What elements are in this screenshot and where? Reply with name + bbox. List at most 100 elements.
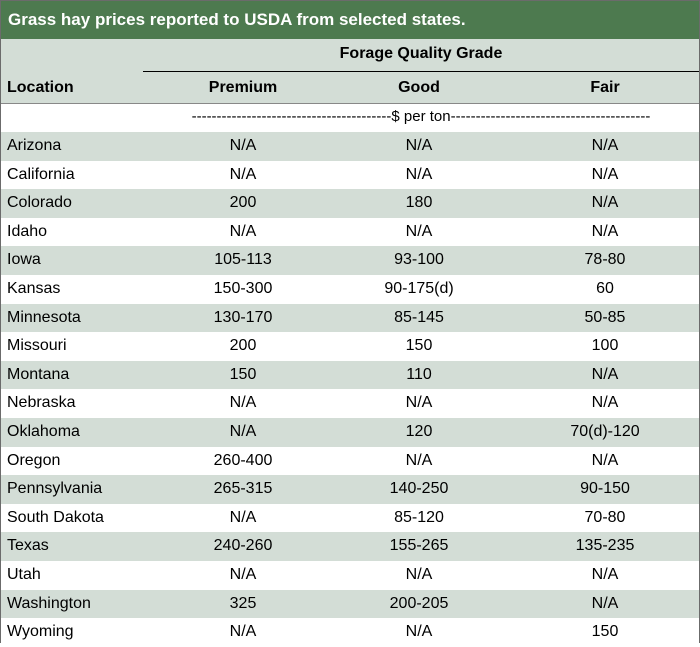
good-cell: 140-250 [389, 480, 449, 498]
fair-cell: 60 [596, 279, 614, 297]
fair-cell: N/A [591, 451, 619, 469]
table-row: Oklahoma N/A 120 70(d)-120 [1, 417, 699, 447]
table-row: Kansas 150-300 90-175(d) 60 [1, 274, 699, 304]
premium-cell: N/A [229, 165, 257, 183]
premium-cell: 325 [229, 594, 257, 612]
location-cell: Washington [7, 594, 91, 612]
premium-cell: N/A [229, 394, 257, 412]
group-underline [143, 71, 699, 72]
unit-row: ----------------------------------------… [1, 103, 699, 132]
fair-cell: 70(d)-120 [570, 422, 640, 440]
table-row: Utah N/A N/A N/A [1, 560, 699, 590]
table-row: Oregon 260-400 N/A N/A [1, 446, 699, 476]
location-cell: Oregon [7, 451, 61, 469]
good-cell: 180 [405, 194, 433, 212]
good-cell: 85-120 [394, 508, 444, 526]
table-row: Washington 325 200-205 N/A [1, 589, 699, 619]
good-cell: 120 [405, 422, 433, 440]
table-row: South Dakota N/A 85-120 70-80 [1, 503, 699, 533]
table-header: Forage Quality Grade Location Premium Go… [1, 39, 699, 103]
table-title: Grass hay prices reported to USDA from s… [1, 1, 699, 39]
good-cell: N/A [405, 623, 433, 641]
location-cell: Colorado [7, 194, 72, 212]
fair-cell: N/A [591, 365, 619, 383]
premium-cell: 150-300 [213, 279, 273, 297]
location-cell: South Dakota [7, 508, 104, 526]
fair-cell: N/A [591, 394, 619, 412]
premium-cell: N/A [229, 422, 257, 440]
good-cell: 85-145 [394, 308, 444, 326]
table-body: Arizona N/A N/A N/A California N/A N/A N/A Color… [1, 132, 699, 647]
column-header-location: Location [7, 79, 74, 96]
table-row: Nebraska N/A N/A N/A [1, 389, 699, 418]
table-row: Minnesota 130-170 85-145 50-85 [1, 303, 699, 333]
premium-cell: 260-400 [213, 451, 273, 469]
good-cell: 110 [406, 365, 432, 383]
table-row: Pennsylvania 265-315 140-250 90-150 [1, 475, 699, 504]
fair-cell: 90-150 [580, 480, 630, 498]
premium-cell: 265-315 [213, 480, 273, 498]
column-header-good: Good [398, 79, 440, 96]
fair-cell: 150 [591, 623, 619, 641]
good-cell: 93-100 [394, 251, 444, 269]
location-cell: Nebraska [7, 394, 76, 412]
location-cell: Iowa [7, 251, 41, 269]
location-cell: Utah [7, 565, 41, 583]
premium-cell: N/A [229, 565, 257, 583]
table-row: Idaho N/A N/A N/A [1, 217, 699, 247]
column-header-premium: Premium [208, 79, 278, 96]
fair-cell: 135-235 [575, 537, 635, 555]
group-header: Forage Quality Grade [339, 45, 503, 62]
good-cell: N/A [405, 222, 433, 240]
premium-cell: 200 [229, 337, 257, 355]
good-cell: 155-265 [389, 537, 449, 555]
location-cell: Kansas [7, 279, 61, 297]
good-cell: N/A [405, 165, 433, 183]
premium-cell: 240-260 [213, 537, 273, 555]
location-cell: Wyoming [7, 623, 74, 641]
table-row: Missouri 200 150 100 [1, 332, 699, 361]
premium-cell: N/A [229, 623, 257, 641]
unit-label: ----------------------------------------… [191, 108, 651, 125]
fair-cell: 70-80 [584, 508, 626, 526]
fair-cell: N/A [591, 194, 619, 212]
premium-cell: N/A [229, 508, 257, 526]
fair-cell: 78-80 [584, 251, 626, 269]
location-cell: Idaho [7, 222, 48, 240]
premium-cell: N/A [229, 222, 257, 240]
table-row: Wyoming N/A N/A 150 [1, 618, 699, 647]
premium-cell: 150 [229, 365, 257, 383]
table-row: Iowa 105-113 93-100 78-80 [1, 246, 699, 275]
location-cell: Minnesota [7, 308, 81, 326]
premium-cell: N/A [229, 137, 257, 154]
good-cell: N/A [405, 394, 433, 412]
location-cell: Missouri [7, 337, 67, 355]
good-cell: 150 [405, 337, 433, 355]
fair-cell: 100 [591, 337, 619, 355]
table-row: Montana 150 110 N/A [1, 360, 699, 390]
premium-cell: 105-113 [214, 251, 272, 269]
premium-cell: 200 [229, 194, 257, 212]
table-row: California N/A N/A N/A [1, 160, 699, 190]
fair-cell: N/A [591, 594, 619, 612]
good-cell: 200-205 [389, 594, 449, 612]
location-cell: Arizona [7, 137, 62, 154]
location-cell: Oklahoma [7, 422, 80, 440]
good-cell: 90-175(d) [384, 279, 454, 297]
fair-cell: N/A [591, 165, 619, 183]
fair-cell: N/A [591, 137, 619, 154]
location-cell: Montana [7, 365, 70, 383]
premium-cell: 130-170 [213, 308, 273, 326]
good-cell: N/A [405, 565, 433, 583]
table-row: Arizona N/A N/A N/A [1, 132, 699, 161]
good-cell: N/A [405, 137, 433, 154]
table-row: Colorado 200 180 N/A [1, 189, 699, 218]
good-cell: N/A [405, 451, 433, 469]
location-cell: Texas [7, 537, 49, 555]
column-header-fair: Fair [590, 79, 620, 96]
fair-cell: 50-85 [584, 308, 626, 326]
fair-cell: N/A [591, 222, 619, 240]
fair-cell: N/A [591, 565, 619, 583]
location-cell: Pennsylvania [7, 480, 103, 498]
